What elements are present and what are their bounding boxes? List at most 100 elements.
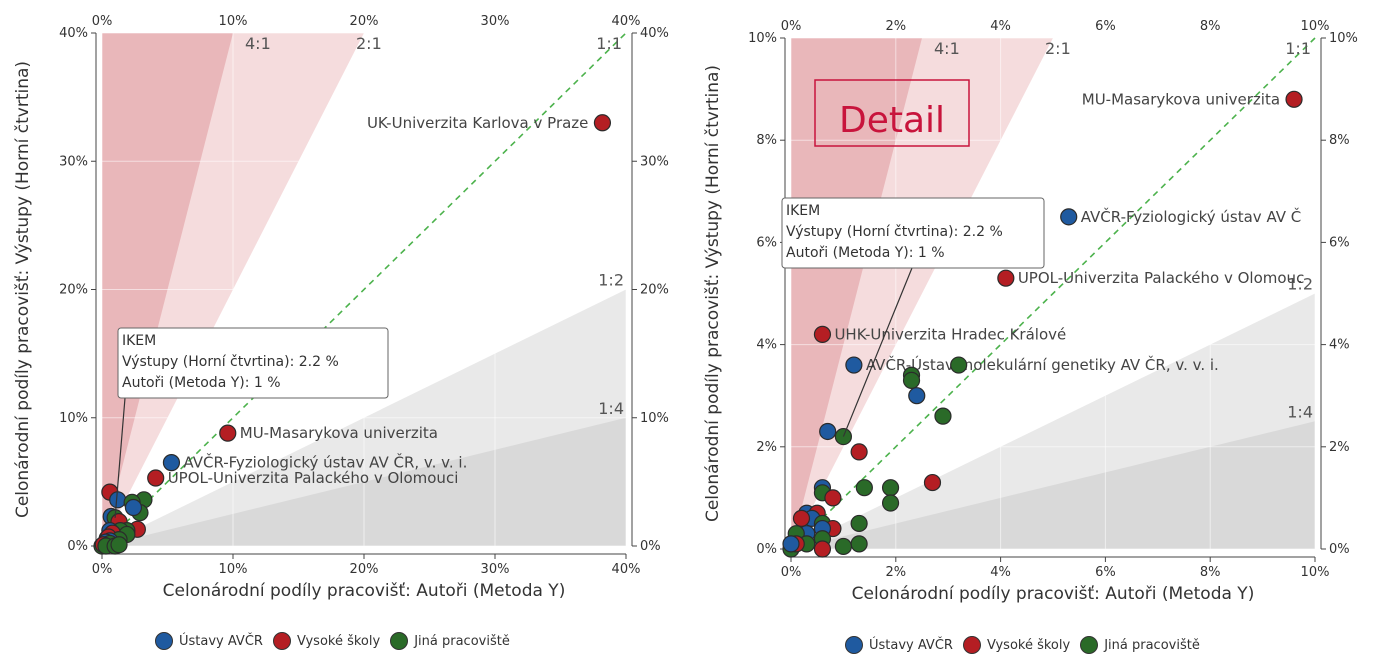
data-point-avcr (109, 491, 127, 509)
data-point-avcr (845, 356, 863, 374)
data-point-vs (147, 469, 165, 487)
data-point-jina (881, 494, 900, 512)
legend-marker-icon (390, 632, 409, 650)
x-axis-title: Celonárodní podíly pracovišť: Autoři (Me… (852, 584, 1255, 604)
legend-label: Jiná pracoviště (1104, 637, 1200, 653)
tooltip-box (781, 197, 1045, 269)
x-tick-label-bottom: 10% (1301, 565, 1330, 580)
legend-item-jina: Jiná pracoviště (1080, 636, 1200, 654)
y-tick-label-right: 10% (640, 411, 669, 426)
x-tick-label-top: 2% (885, 19, 906, 34)
y-tick-label-left: 6% (756, 235, 777, 250)
data-point-jina (834, 537, 852, 556)
legend-item-jina: Jiná pracoviště (390, 632, 510, 650)
detail-scatter-chart: 0%0%2%2%4%4%6%6%8%8%10%10%0% 0%2% 2%4% 4%6%… (703, 19, 1358, 604)
x-tick-label-top: 10% (219, 14, 248, 29)
x-tick-label-top: 4% (990, 19, 1011, 34)
x-tick-label-top: 30% (481, 14, 510, 29)
x-tick-label-bottom: 40% (612, 562, 641, 577)
y-tick-label-right: 2% (1329, 440, 1350, 455)
y-tick-label-left: 4% (756, 338, 777, 353)
data-point-vs (792, 509, 811, 527)
legend-item-vs: Vysoké školy (962, 636, 1070, 654)
data-point-avcr (782, 535, 800, 553)
point-annotation: UHK-Univerzita Hradec Králové (834, 325, 1066, 343)
ratio-region-1-4 (791, 421, 1315, 549)
y-axis-title: Celonárodní podíly pracovišť: Výstupy (H… (13, 61, 33, 518)
y-tick-label-left: 10% (748, 31, 777, 46)
data-point-avcr (124, 498, 143, 517)
tooltip-leader-line (114, 397, 126, 518)
y-tick-label-left: 30% (59, 154, 88, 169)
ratio-region-4-1 (791, 38, 922, 549)
point-annotation: MU-Masarykova univerzita (1082, 90, 1280, 108)
y-tick-label-left: 2% (756, 440, 777, 455)
data-point-vs (824, 489, 842, 507)
y-tick-label-right: 6% (1329, 235, 1350, 250)
x-tick-label-top: 6% (1095, 19, 1116, 34)
data-point-jina (950, 356, 968, 374)
detail-label: Detail (839, 100, 945, 141)
y-tick-label-left: 0% (67, 539, 88, 554)
y-tick-label-right: 0% (640, 539, 661, 554)
x-tick-label-bottom: 6% (1095, 565, 1116, 580)
y-tick-label-left: 8% (756, 133, 777, 148)
ratio-label-1-2: 1:2 (1287, 275, 1313, 294)
data-point-vs (923, 473, 942, 492)
data-point-jina (881, 479, 900, 497)
legend-label: Ústavy AVČR (179, 633, 263, 649)
x-tick-label-bottom: 0% (781, 565, 802, 580)
y-tick-label-left: 10% (59, 411, 88, 426)
ratio-label-2-1: 2:1 (1045, 39, 1071, 58)
y-tick-label-right: 4% (1329, 338, 1350, 353)
data-point-vs (219, 424, 237, 442)
data-point-jina (934, 407, 952, 425)
data-point-jina (110, 536, 128, 554)
y-axis-title: Celonárodní podíly pracovišť: Výstupy (H… (703, 65, 723, 522)
legend-right: Ústavy AVČR Vysoké školy Jiná pracoviště (845, 636, 1200, 654)
x-tick-label-bottom: 10% (219, 562, 248, 577)
tooltip-box (117, 327, 389, 399)
data-point-jina (902, 371, 921, 389)
ratio-label-1-2: 1:2 (598, 271, 624, 290)
point-annotation: UPOL-Univerzita Palackého v Olomouc (1018, 269, 1305, 287)
ratio-label-1-1: 1:1 (1285, 39, 1311, 58)
legend-marker-icon (1080, 636, 1099, 654)
data-point-vs (813, 325, 832, 343)
detail-box (814, 79, 970, 147)
y-tick-label-left: 20% (59, 283, 88, 298)
tooltip-line: IKEM (786, 203, 820, 219)
y-tick-label-left: 40% (59, 26, 88, 41)
ratio-label-1-4: 1:4 (1287, 402, 1313, 421)
ratio-label-4-1: 4:1 (934, 39, 960, 58)
diagonal-1-1-line (790, 37, 1316, 550)
x-tick-label-bottom: 20% (350, 562, 379, 577)
x-tick-label-top: 0% (92, 14, 113, 29)
x-tick-label-bottom: 30% (481, 562, 510, 577)
data-point-vs (813, 540, 832, 558)
legend-marker-icon (155, 632, 173, 650)
tooltip-line: Autoři (Metoda Y): 1 % (122, 375, 281, 391)
ratio-label-1-4: 1:4 (598, 399, 624, 418)
x-tick-label-bottom: 8% (1200, 565, 1221, 580)
x-tick-label-top: 20% (350, 14, 379, 29)
legend-marker-icon (272, 632, 291, 650)
y-tick-label-right: 8% (1329, 133, 1350, 148)
legend-label: Vysoké školy (296, 633, 381, 649)
point-annotation: MU-Masarykova univerzita (240, 424, 438, 442)
point-annotation: AVČR-Fyziologický ústav AV ČR, v. v. i. (183, 453, 467, 472)
y-tick-label-right: 10% (1329, 31, 1358, 46)
x-tick-label-bottom: 4% (990, 565, 1011, 580)
x-tick-label-top: 0% (781, 19, 802, 34)
x-tick-label-bottom: 0% (92, 562, 113, 577)
legend-item-vs: Vysoké školy (272, 632, 381, 650)
data-point-jina (850, 514, 868, 533)
y-tick-label-left: 0% (756, 542, 777, 557)
ratio-label-1-1: 1:1 (596, 34, 622, 53)
tooltip-line: Výstupy (Horní čtvrtina): 2.2 % (122, 354, 339, 370)
data-point-vs (593, 114, 612, 132)
data-point-vs (997, 269, 1015, 287)
legend-left: Ústavy AVČR Vysoké školy Jiná pracoviště (155, 632, 510, 650)
tooltip-line: Autoři (Metoda Y): 1 % (786, 245, 945, 261)
